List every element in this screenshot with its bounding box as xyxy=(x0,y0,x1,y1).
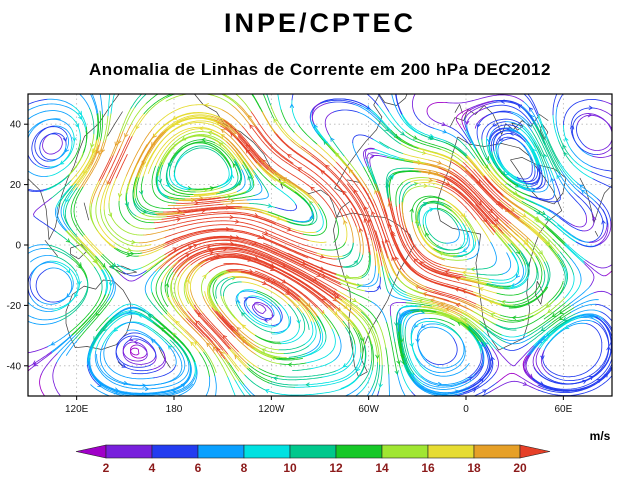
y-tick-label: 20 xyxy=(10,180,22,191)
streamlines xyxy=(28,94,612,396)
colorbar-segment xyxy=(427,444,475,459)
colorbar-tick-label: 20 xyxy=(513,461,527,475)
colorbar-tick-label: 18 xyxy=(467,461,481,475)
colorbar-tick-label: 6 xyxy=(195,461,202,475)
colorbar-segment xyxy=(243,444,291,459)
colorbar-segment xyxy=(335,444,383,459)
colorbar-tick-label: 2 xyxy=(103,461,110,475)
x-tick-label: 0 xyxy=(463,404,469,415)
streamline-map-canvas: 120E 180 120W 60W 0 60E 40 20 0 -20 -40 xyxy=(7,93,613,415)
colorbar-segment xyxy=(151,444,199,459)
colorbar-segment xyxy=(105,444,153,459)
colorbar-segment xyxy=(197,444,245,459)
colorbar-tick-label: 10 xyxy=(283,461,297,475)
x-tick-label: 180 xyxy=(166,404,183,415)
figure-title: INPE/CPTEC xyxy=(223,8,417,38)
colorbar-tick-label: 4 xyxy=(149,461,156,475)
colorbar-tick-label: 16 xyxy=(421,461,435,475)
colorbar-tick-label: 14 xyxy=(375,461,389,475)
colorbar-right-arrow xyxy=(519,444,551,459)
colorbar-segment xyxy=(381,444,429,459)
y-tick-label: 40 xyxy=(10,120,22,131)
x-tick-label: 120E xyxy=(65,404,89,415)
map-frame xyxy=(27,93,613,397)
y-tick-label: -40 xyxy=(7,361,22,372)
colorbar-tick-label: 12 xyxy=(329,461,343,475)
colorbar-tick-label: 8 xyxy=(241,461,248,475)
coastlines xyxy=(28,94,612,378)
colorbar-segment xyxy=(289,444,337,459)
colorbar-canvas: 2 4 6 8 10 12 14 16 18 20 xyxy=(75,444,551,475)
y-tick-label: -20 xyxy=(7,301,22,312)
colorbar-segment xyxy=(473,444,521,459)
x-tick-label: 60E xyxy=(554,404,572,415)
figure-subtitle: Anomalia de Linhas de Corrente em 200 hP… xyxy=(89,60,551,79)
x-tick-label: 60W xyxy=(358,404,379,415)
x-tick-label: 120W xyxy=(258,404,285,415)
colorbar-units-label: m/s xyxy=(589,429,611,443)
colorbar-left-arrow xyxy=(75,444,107,459)
y-tick-label: 0 xyxy=(15,241,21,252)
